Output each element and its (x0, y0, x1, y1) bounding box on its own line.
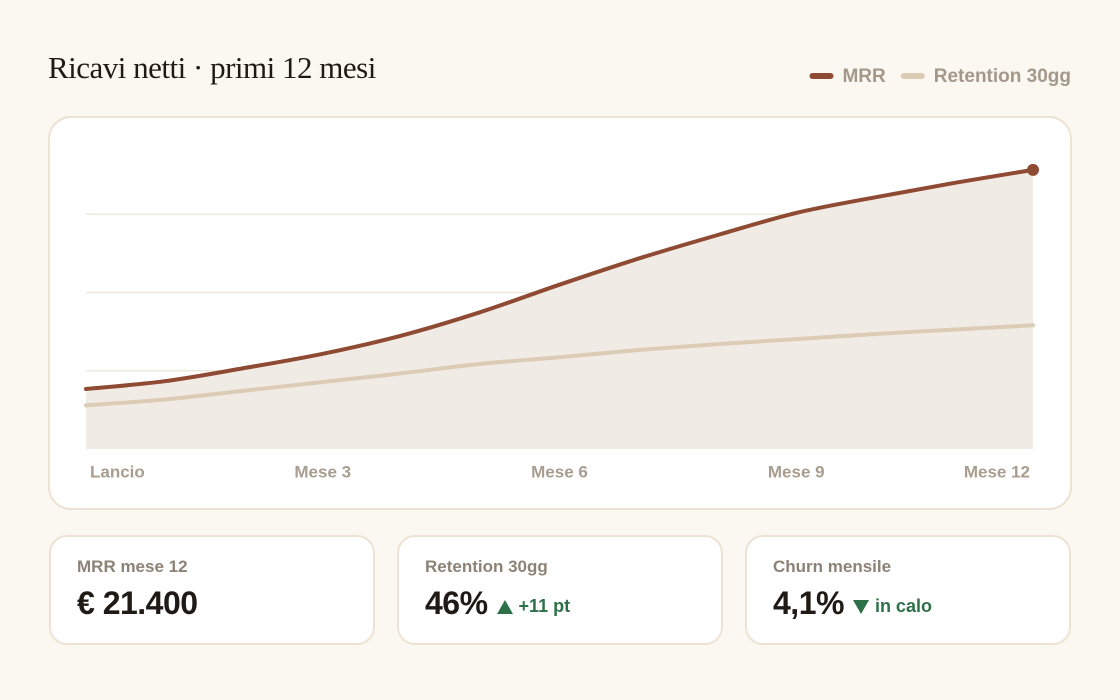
chart-title: Ricavi netti · primi 12 mesi (48, 50, 377, 85)
legend-label: MRR (842, 66, 886, 87)
series-line (84, 323, 1035, 408)
kpi-value-row: € 21.400 (77, 585, 347, 622)
kpi-card: Retention 30gg 46% +11 pt (397, 535, 723, 645)
area (86, 169, 1033, 450)
kpi-label: Churn mensile (773, 557, 892, 576)
x-tick-label: Mese 12 (964, 462, 1030, 481)
x-tick-label: Lancio (90, 462, 145, 481)
kpi-value: € 21.400 (77, 585, 198, 621)
kpi-value: 4,1% (773, 585, 844, 621)
end-point (1027, 163, 1039, 176)
kpi-label: MRR mese 12 (77, 557, 188, 576)
kpi-delta: +11 pt (496, 596, 571, 617)
x-tick-label: Mese 3 (294, 462, 351, 481)
down-arrow (852, 599, 869, 614)
kpi-card: Churn mensile 4,1% in calo (745, 535, 1071, 645)
kpi-delta-text: +11 pt (518, 596, 571, 616)
kpi-row: MRR mese 12 € 21.400 Retention 30gg 46% … (49, 535, 1071, 645)
x-tick-label: Mese 9 (768, 462, 825, 481)
kpi-value-row: 46% +11 pt (425, 585, 695, 622)
kpi-value-row: 4,1% in calo (773, 585, 1043, 622)
chart: Ricavi netti · primi 12 mesi Lancio Mese … (48, 50, 1072, 510)
series-line (84, 167, 1035, 392)
kpi-card: MRR mese 12 € 21.400 (49, 535, 375, 645)
kpi-value: 46% (425, 585, 488, 621)
legend-label: Retention 30gg (934, 66, 1071, 87)
kpi-delta: in calo (852, 596, 932, 617)
up-arrow (496, 599, 513, 614)
kpi-delta-text: in calo (874, 596, 932, 616)
x-tick-label: Mese 6 (531, 462, 588, 481)
kpi-label: Retention 30gg (425, 557, 548, 576)
